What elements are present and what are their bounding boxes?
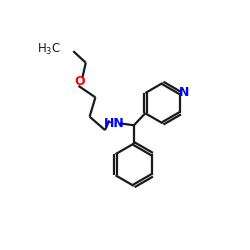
Text: O: O xyxy=(75,76,85,88)
Text: N: N xyxy=(178,86,189,98)
Text: HN: HN xyxy=(104,117,125,130)
Text: H$_3$C: H$_3$C xyxy=(37,42,61,57)
